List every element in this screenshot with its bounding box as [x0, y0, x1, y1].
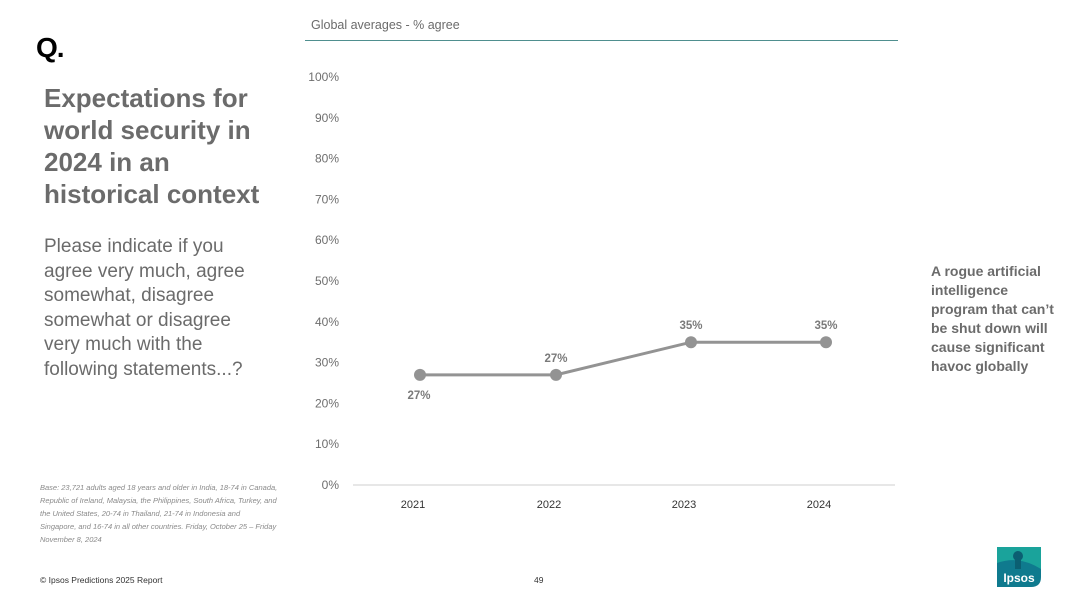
- data-point: [414, 368, 426, 381]
- data-label: 27%: [544, 353, 567, 365]
- q-mark-logo: Q.: [36, 32, 65, 63]
- data-point: [685, 336, 697, 349]
- x-tick-label: 2022: [537, 499, 561, 511]
- x-tick-label: 2023: [672, 499, 696, 511]
- page-title: Expectations for world security in 2024 …: [44, 83, 260, 209]
- data-label: 35%: [814, 320, 837, 332]
- data-label: 35%: [679, 320, 702, 332]
- y-tick-label: 10%: [315, 437, 339, 451]
- chart-title-rule: [305, 40, 898, 41]
- series-line: [420, 340, 826, 377]
- y-tick-label: 0%: [322, 478, 340, 492]
- y-tick-label: 80%: [315, 152, 339, 166]
- x-tick-label: 2024: [807, 499, 831, 511]
- x-tick-label: 2021: [401, 499, 425, 511]
- footer-copyright: © Ipsos Predictions 2025 Report: [40, 575, 163, 585]
- y-tick-label: 90%: [315, 111, 339, 125]
- y-tick-label: 60%: [315, 233, 339, 247]
- y-tick-label: 30%: [315, 356, 339, 370]
- chart-title: Global averages - % agree: [311, 18, 460, 32]
- data-label: 27%: [407, 390, 430, 402]
- y-tick-label: 100%: [308, 70, 339, 84]
- y-tick-label: 40%: [315, 315, 339, 329]
- page-number: 49: [534, 575, 544, 585]
- data-point: [820, 336, 832, 349]
- y-tick-label: 50%: [315, 274, 339, 288]
- question-text: Please indicate if you agree very much, …: [44, 236, 245, 380]
- data-point: [550, 368, 562, 381]
- series-label: A rogue artificial intelligence program …: [931, 263, 1054, 374]
- logo-text: Ipsos: [1003, 571, 1035, 585]
- y-tick-label: 20%: [315, 396, 339, 410]
- y-tick-label: 70%: [315, 192, 339, 206]
- base-note: Base: 23,721 adults aged 18 years and ol…: [40, 483, 278, 544]
- ipsos-logo-icon: Ipsos: [997, 547, 1041, 587]
